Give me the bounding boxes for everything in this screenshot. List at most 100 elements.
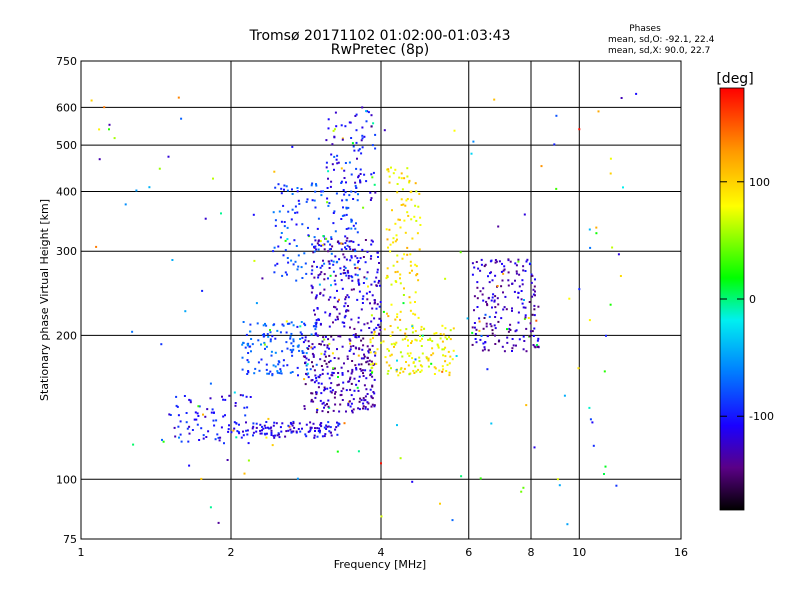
data-point [293,426,296,429]
data-point [495,260,498,263]
data-point [334,274,337,277]
data-point [367,363,370,366]
data-point [316,435,319,438]
data-point [321,264,324,267]
data-point [298,422,301,425]
data-point [313,260,315,263]
data-point [506,336,509,339]
data-point [367,402,370,405]
data-point [370,405,373,408]
data-point [350,288,353,291]
data-point [408,296,411,299]
data-point [326,425,329,428]
data-point [323,353,326,356]
data-point [528,301,531,303]
data-point [389,325,392,327]
data-point [294,260,297,263]
data-point [475,341,478,344]
data-point [235,422,238,425]
data-point [349,388,352,391]
data-point [401,338,404,341]
data-point [234,404,237,407]
data-point [253,259,256,262]
data-point [366,250,369,253]
data-point [261,425,263,428]
data-point [620,97,623,99]
data-point [431,340,434,343]
data-point [355,141,358,144]
data-point [304,361,307,364]
data-point [530,273,533,276]
data-point [273,421,276,424]
data-point [399,273,402,276]
data-point [403,253,406,256]
data-point [340,167,343,170]
data-point [399,310,402,313]
data-point [257,361,260,364]
data-point [299,331,302,334]
data-point [388,181,391,184]
data-point [269,370,272,373]
data-point [301,223,304,226]
data-point [389,250,392,253]
data-point [296,477,299,480]
data-point [448,336,450,339]
data-point [433,332,436,335]
data-point [271,373,274,376]
data-point [485,325,488,328]
data-point [346,294,349,297]
data-point [409,260,412,263]
data-point [206,408,209,411]
data-point [460,475,463,478]
data-point [609,303,612,306]
data-point [404,332,407,335]
data-point [429,337,432,340]
data-point [394,271,397,274]
data-point [387,315,390,318]
data-point [362,295,365,298]
data-point [406,211,409,214]
data-point [385,361,388,364]
data-point [443,348,445,351]
data-point [252,425,255,428]
data-point [406,198,409,200]
data-point [356,257,359,260]
data-point [244,346,247,349]
data-point [388,175,391,178]
data-point [591,421,594,424]
data-point [302,355,305,358]
data-point [399,318,402,321]
x-tick-label: 1 [78,546,85,559]
data-point [323,273,326,276]
data-point [533,446,536,449]
data-point [399,277,401,280]
data-point [320,425,323,428]
data-point [333,128,336,131]
data-point [319,266,322,269]
data-point [375,284,378,287]
data-point [352,240,355,243]
data-point [391,331,394,334]
data-point [345,206,348,209]
data-point [478,329,481,332]
data-point [333,210,336,213]
data-point [357,450,360,453]
data-point [289,335,292,338]
data-point [253,372,256,375]
data-point [304,339,307,342]
data-point [282,254,285,257]
data-point [386,238,389,241]
data-point [474,333,477,335]
data-point [497,303,500,306]
data-point [393,342,396,345]
data-point [372,391,375,393]
data-point [242,434,245,437]
data-point [373,280,376,283]
data-point [331,163,334,166]
data-point [357,281,360,284]
x-tick-label: 6 [465,546,472,559]
data-point [378,284,381,287]
data-point [337,335,340,338]
